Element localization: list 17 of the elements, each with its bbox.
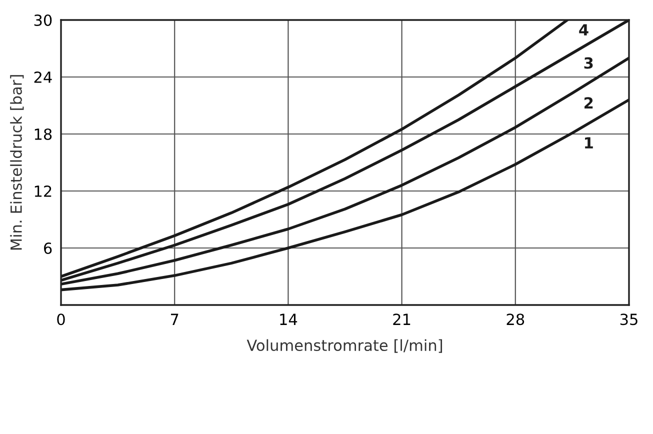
y-tick-label: 24 xyxy=(34,71,52,83)
x-tick-label: 14 xyxy=(280,314,298,325)
series-label: 2 xyxy=(584,97,593,108)
y-tick-label: 6 xyxy=(44,242,52,254)
x-tick-label: 0 xyxy=(57,314,65,326)
y-axis-title: Min. Einstelldruck [bar] xyxy=(10,75,24,250)
y-tick-label: 18 xyxy=(34,128,52,140)
x-tick-label: 21 xyxy=(393,314,410,325)
x-axis-title: Volumenstromrate [l/min] xyxy=(246,339,442,353)
series-label: 3 xyxy=(584,57,593,69)
series-label: 1 xyxy=(585,137,593,148)
x-tick-label: 7 xyxy=(170,314,178,325)
x-tick-label: 35 xyxy=(620,314,638,326)
series-label: 4 xyxy=(579,24,588,36)
y-tick-label: 12 xyxy=(34,185,52,197)
y-tick-label: 30 xyxy=(34,14,52,26)
x-tick-label: 28 xyxy=(506,314,524,326)
